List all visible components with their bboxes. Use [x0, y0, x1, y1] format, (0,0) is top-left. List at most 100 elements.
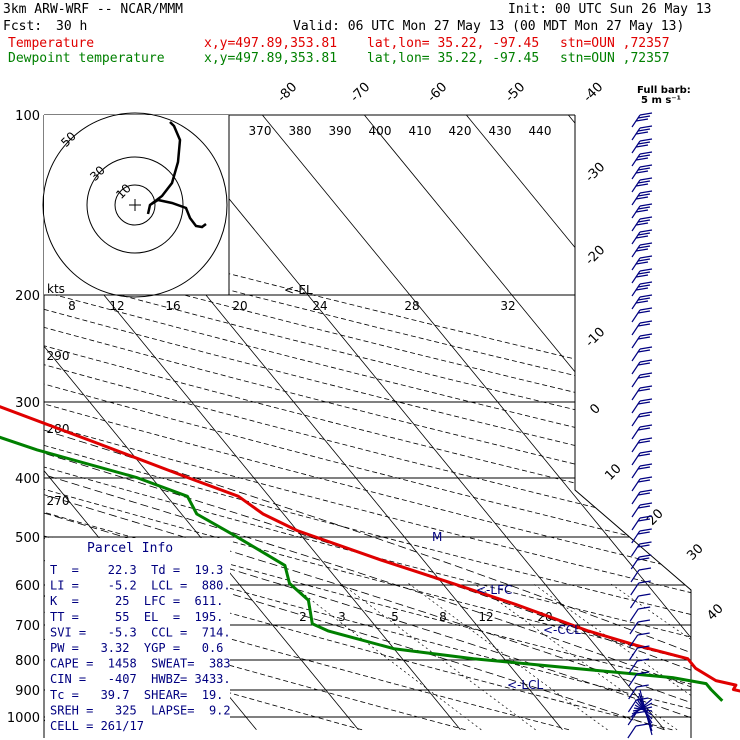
barb-flag: [635, 196, 649, 200]
barb-flag: [635, 261, 649, 265]
wind-barb: [631, 491, 641, 505]
barb-flag: [637, 505, 651, 509]
barb-flag: [637, 297, 651, 301]
mixing-top-label: 20: [232, 299, 247, 313]
temperature-station: stn=OUN ,72357: [560, 36, 670, 51]
isotherm-line: [44, 115, 359, 731]
moist-adiabat: [44, 295, 691, 731]
temperature-profile: [0, 405, 740, 693]
barb-flag: [639, 177, 653, 181]
barb-flag: [637, 336, 651, 340]
barb-flag: [639, 138, 653, 142]
barb-flag: [637, 180, 651, 184]
barb-flag: [637, 362, 651, 366]
barb-legend: Full barb: 5 m s⁻¹: [637, 85, 691, 106]
barb-flag: [636, 684, 649, 688]
mixing-top-label: 8: [68, 299, 76, 313]
lfc-marker: <-LFC: [476, 583, 512, 597]
wind-barb: [627, 699, 637, 713]
barb-flag: [637, 440, 651, 444]
parcel-row: SVI = -5.3 CCL = 714.: [50, 625, 231, 639]
pressure-label-200: 200: [15, 289, 40, 304]
theta-label: 380: [289, 124, 312, 138]
wind-barb: [629, 621, 639, 635]
model-title: 3km ARW-WRF -- NCAR/MMM: [3, 2, 184, 17]
pressure-label-400: 400: [15, 472, 40, 487]
wind-barb: [631, 543, 641, 557]
dewpoint-xy: x,y=497.89,353.81: [204, 51, 338, 66]
wind-barb: [631, 400, 641, 414]
barb-flag: [637, 154, 651, 158]
barb-flag: [639, 242, 653, 246]
barb-flag: [637, 310, 651, 314]
temperature-label--40: -40: [581, 80, 607, 106]
mixing-lower-label: 8: [439, 610, 447, 624]
dewpoint-profile: [0, 435, 724, 702]
barb-flag: [639, 190, 653, 194]
isotherm-line: [160, 115, 665, 731]
wind-barb: [630, 582, 640, 596]
el-marker: <-EL: [284, 283, 313, 297]
barb-flag: [635, 131, 649, 135]
pressure-label-800: 800: [15, 654, 40, 669]
barb-flag: [639, 398, 653, 402]
barb-flag: [637, 645, 650, 649]
barb-flag: [639, 333, 653, 337]
mixing-ratio-line: [408, 583, 608, 731]
wind-barb: [630, 698, 653, 718]
barb-flag: [637, 401, 651, 405]
barb-legend-line2: 5 m s⁻¹: [641, 95, 681, 106]
temperature-tick-labels: -80 -70 -60 -50 -40 -30 -20 -10 0 10 20 30 40: [275, 80, 727, 624]
barb-flag: [639, 346, 653, 350]
mixing-top-label: 24: [312, 299, 327, 313]
barb-flag: [639, 125, 653, 129]
wind-barb: [631, 702, 653, 715]
mixing-top-label: 16: [165, 299, 180, 313]
parcel-row: CELL = 261/17: [50, 719, 144, 733]
m-marker: M: [432, 530, 442, 544]
barb-flag: [639, 281, 653, 285]
barb-flag: [637, 388, 651, 392]
wind-barb: [631, 426, 641, 440]
theta-label: 410: [409, 124, 432, 138]
wind-barb: [631, 439, 641, 453]
wind-barb: [627, 712, 637, 726]
barb-flag: [635, 723, 648, 727]
wind-barb: [630, 569, 640, 583]
hodograph: 50 30 10 kts: [42, 112, 230, 298]
barb-flag: [637, 632, 650, 636]
pressure-tick-labels: 100 200 300 400 500 600 700 800 900 1000: [7, 109, 40, 726]
mixing-lower-label: 3: [338, 610, 346, 624]
barb-flag: [637, 219, 651, 223]
barb-flag: [637, 658, 650, 662]
barb-flag: [637, 619, 651, 623]
wind-barb: [631, 452, 641, 466]
mixing-top-label: 32: [500, 299, 515, 313]
dewpoint-latlon: lat,lon= 35.22, -97.45: [367, 51, 540, 66]
barb-flag: [636, 671, 650, 675]
dry-adiabat: [44, 115, 691, 731]
wind-barbs: [627, 112, 653, 739]
barb-flag: [639, 216, 653, 220]
wind-barb: [631, 374, 641, 388]
dry-adiabat: [44, 115, 691, 731]
barb-flag: [639, 489, 653, 493]
barb-legend-line1: Full barb:: [637, 85, 691, 96]
wind-barb: [632, 706, 653, 712]
parcel-row: CAPE = 1458 SWEAT= 383: [50, 657, 231, 671]
barb-flag: [639, 450, 653, 454]
wind-barb: [631, 465, 641, 479]
dry-adiabat: [44, 115, 570, 731]
wind-barb: [631, 413, 641, 427]
mixing-ratio-line: [289, 583, 482, 731]
barb-flag: [637, 375, 651, 379]
wind-barb: [629, 608, 639, 622]
temperature-label-30: 30: [684, 541, 706, 563]
barb-flag: [639, 411, 653, 415]
barb-flag: [639, 307, 653, 311]
wind-barb: [631, 322, 641, 336]
barb-flag: [637, 271, 651, 275]
theta-label: 420: [449, 124, 472, 138]
temperature-legend: Temperature: [8, 36, 95, 51]
